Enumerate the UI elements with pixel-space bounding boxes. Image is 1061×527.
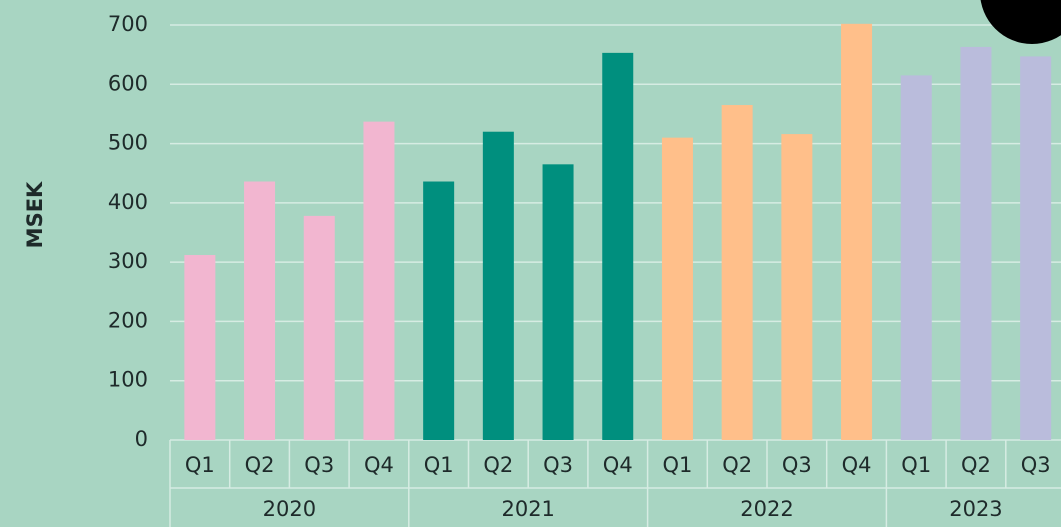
group-label: 2022	[740, 497, 793, 521]
x-tick-label: Q1	[901, 453, 931, 477]
x-tick-label: Q2	[245, 453, 275, 477]
bar	[244, 181, 276, 440]
bar	[184, 255, 216, 440]
y-tick-label: 500	[108, 131, 148, 155]
x-tick-label: Q3	[543, 453, 573, 477]
y-tick-label: 100	[108, 368, 148, 392]
x-tick-label: Q3	[304, 453, 334, 477]
bar	[781, 134, 813, 441]
group-label: 2020	[263, 497, 316, 521]
x-tick-label: Q3	[1021, 453, 1051, 477]
y-tick-label: 400	[108, 190, 148, 214]
x-tick-label: Q3	[782, 453, 812, 477]
y-tick-label: 200	[108, 308, 148, 332]
bar	[542, 164, 574, 441]
x-tick-label: Q1	[185, 453, 215, 477]
bar	[482, 131, 514, 440]
y-axis-label: MSEK	[23, 181, 47, 248]
x-tick-label: Q1	[663, 453, 693, 477]
decor-circle	[980, 0, 1061, 44]
group-label: 2021	[501, 497, 554, 521]
y-tick-label: 600	[108, 71, 148, 95]
bar	[363, 121, 395, 440]
x-tick-label: Q4	[364, 453, 394, 477]
y-tick-label: 300	[108, 249, 148, 273]
x-tick-label: Q4	[842, 453, 872, 477]
y-tick-label: 0	[135, 427, 148, 451]
bar	[423, 181, 455, 440]
y-tick-label: 700	[108, 12, 148, 36]
bar	[841, 23, 873, 441]
bar	[602, 52, 634, 440]
bar	[960, 46, 992, 440]
x-tick-label: Q2	[483, 453, 513, 477]
x-tick-label: Q2	[961, 453, 991, 477]
bar	[303, 215, 335, 440]
group-label: 2023	[949, 497, 1002, 521]
x-tick-label: Q1	[424, 453, 454, 477]
x-tick-label: Q2	[722, 453, 752, 477]
x-tick-label: Q4	[603, 453, 633, 477]
bar	[900, 75, 932, 441]
bar	[721, 105, 753, 441]
bar	[661, 137, 693, 440]
bar	[1020, 56, 1052, 441]
